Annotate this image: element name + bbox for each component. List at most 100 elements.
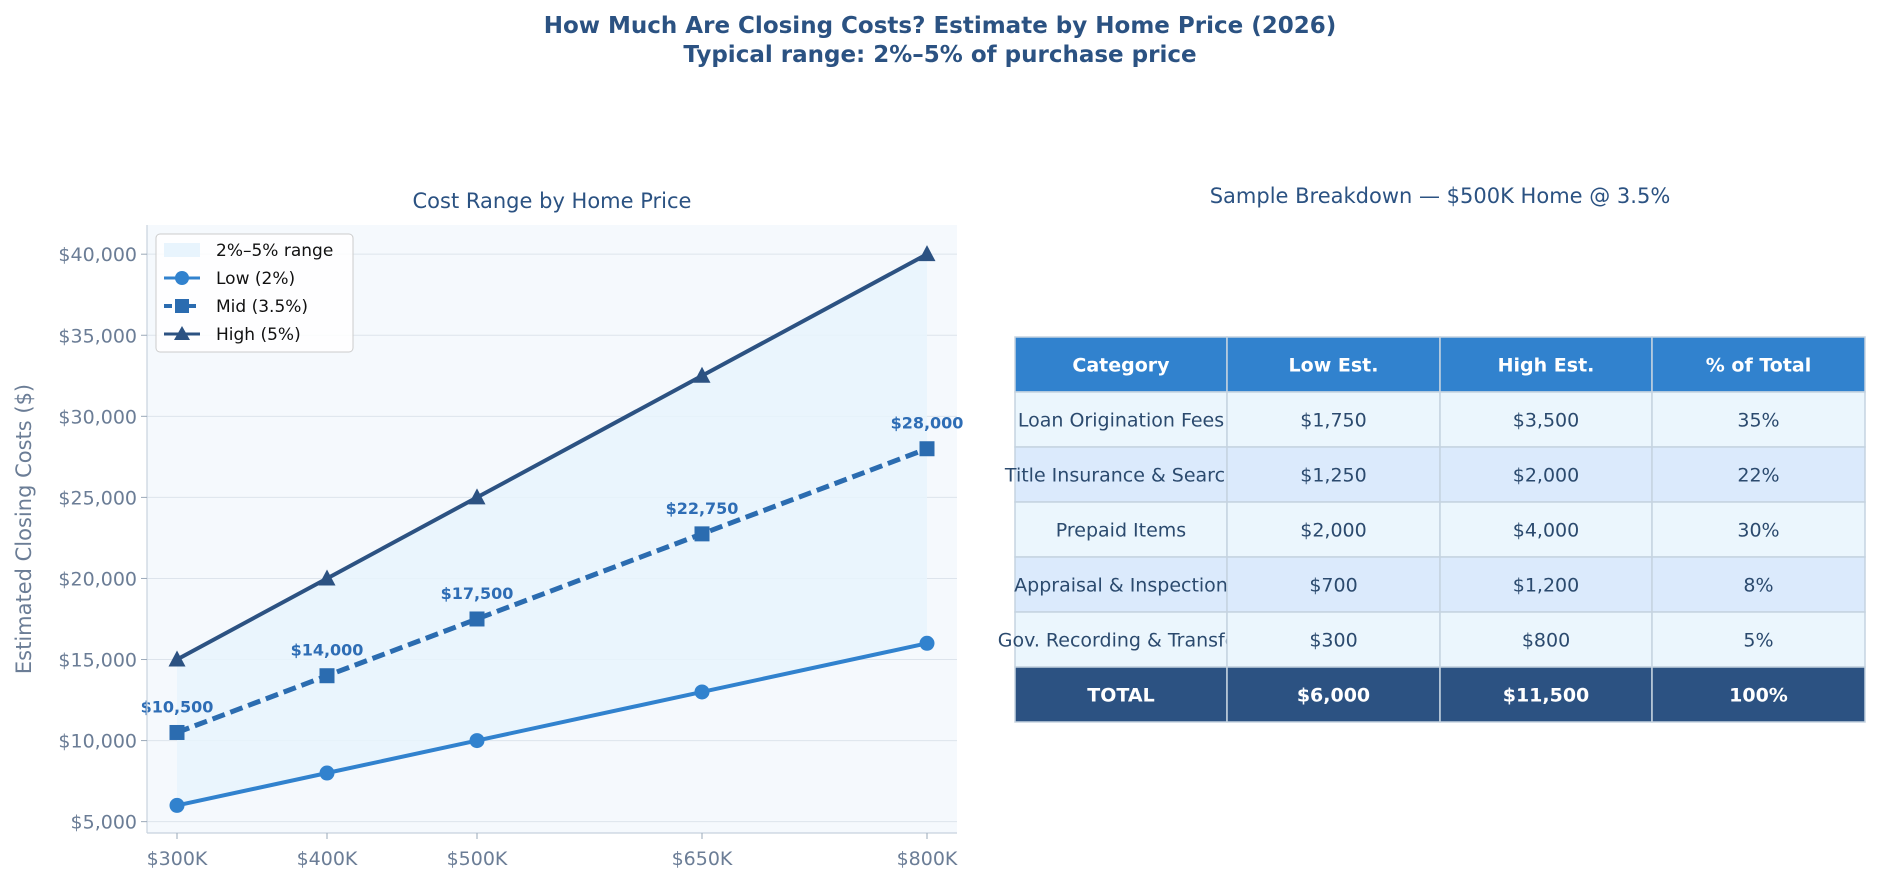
- figure-subtitle: Typical range: 2%–5% of purchase price: [683, 42, 1196, 68]
- figure-title: How Much Are Closing Costs? Estimate by …: [544, 13, 1337, 39]
- y-tick-label: $15,000: [58, 650, 137, 672]
- table-cell-text: Loan Origination Fees: [1018, 410, 1224, 432]
- table-cell-text: $2,000: [1300, 520, 1366, 542]
- x-tick-label: $300K: [147, 848, 208, 870]
- data-label: $14,000: [291, 641, 364, 660]
- legend-marker-low: [175, 271, 189, 285]
- table-header-text: Low Est.: [1289, 355, 1379, 377]
- table-cell-text: TOTAL: [1087, 685, 1154, 707]
- table-cell: [1651, 501, 1866, 558]
- legend-marker-high: [174, 326, 190, 340]
- table-cell: [1439, 611, 1653, 668]
- table-cell-text: 100%: [1729, 685, 1788, 707]
- table-cell-text: $1,200: [1513, 575, 1579, 597]
- table-cell-text: $1,750: [1300, 410, 1366, 432]
- legend-swatch-band: [164, 243, 200, 257]
- marker-low: [319, 765, 335, 781]
- marker-high: [318, 569, 336, 586]
- table-cell: [1014, 556, 1228, 613]
- table-row: Prepaid Items $2,000 $4,000 30%: [1014, 501, 1866, 558]
- y-axis-label: Estimated Closing Costs ($): [12, 384, 36, 674]
- table-cell-text: 5%: [1743, 630, 1773, 652]
- breakdown-table: Sample Breakdown — $500K Home @ 3.5% Cat…: [998, 184, 1866, 723]
- legend-label-mid: Mid (3.5%): [216, 297, 308, 317]
- table-cell: [1226, 556, 1441, 613]
- table-cell-text: Appraisal & Inspection: [1014, 575, 1228, 597]
- marker-low: [469, 733, 485, 749]
- table-cell: [1651, 391, 1866, 448]
- marker-mid: [694, 526, 710, 542]
- table-cell-text: $1,250: [1300, 465, 1366, 487]
- legend: 2%–5% range Low (2%) Mid (3.5%) High (5%…: [155, 233, 354, 353]
- x-tick-label: $500K: [447, 848, 508, 870]
- legend-label-band: 2%–5% range: [216, 241, 333, 261]
- marker-low: [694, 684, 710, 700]
- table-cell: [1014, 501, 1228, 558]
- table-row: Gov. Recording & Transfer $300 $800 5%: [998, 611, 1866, 668]
- marker-low: [169, 797, 185, 813]
- y-tick-label: $40,000: [58, 244, 137, 266]
- legend-box: [155, 233, 354, 353]
- table-cell-text: 35%: [1737, 410, 1779, 432]
- marker-high: [468, 488, 486, 505]
- legend-label-low: Low (2%): [216, 269, 295, 289]
- data-labels: $10,500 $14,000 $17,500 $22,750 $28,000: [141, 414, 964, 717]
- marker-low: [919, 635, 935, 651]
- table-cell-text: $700: [1309, 575, 1357, 597]
- marker-mid: [919, 441, 935, 457]
- table-cell: [1226, 446, 1441, 503]
- series-markers: [168, 245, 936, 813]
- table-cell: [1439, 391, 1653, 448]
- x-axis-ticks: $300K $400K $500K $650K $800K: [147, 833, 958, 870]
- table-row: Title Insurance & Search $1,250 $2,000 22%: [1004, 446, 1866, 503]
- table-cell: [1651, 446, 1866, 503]
- table-title: Sample Breakdown — $500K Home @ 3.5%: [1210, 184, 1671, 208]
- y-tick-label: $25,000: [58, 487, 137, 509]
- table-cell-text: 8%: [1743, 575, 1773, 597]
- y-axis-ticks: $5,000 $10,000 $15,000 $20,000 $25,000 $30,00…: [58, 244, 147, 834]
- table-cell: [1651, 666, 1866, 723]
- table-cell-text: $300: [1309, 630, 1357, 652]
- y-tick-label: $35,000: [58, 325, 137, 347]
- marker-mid: [319, 668, 335, 684]
- table-cell-text: $4,000: [1513, 520, 1579, 542]
- y-tick-label: $20,000: [58, 568, 137, 590]
- data-label: $22,750: [666, 499, 739, 518]
- table-row: Appraisal & Inspection $700 $1,200 8%: [1014, 556, 1866, 613]
- table-cell-text: $6,000: [1297, 685, 1370, 707]
- table-cell: [1226, 666, 1441, 723]
- x-tick-label: $800K: [897, 848, 958, 870]
- table-cell-text: Gov. Recording & Transfer: [998, 630, 1245, 652]
- series-line-mid: [176, 446, 928, 735]
- table-cell-text: $800: [1522, 630, 1570, 652]
- range-band-area: [177, 254, 927, 806]
- table-row: Loan Origination Fees $1,750 $3,500 35%: [1014, 391, 1866, 448]
- table-cell: [1226, 501, 1441, 558]
- table-header-text: % of Total: [1706, 355, 1812, 377]
- legend-marker-mid: [175, 299, 189, 313]
- marker-high: [168, 650, 186, 667]
- table-cell: [1014, 611, 1228, 668]
- marker-mid: [469, 611, 485, 627]
- table-cell-text: Title Insurance & Search: [1004, 465, 1237, 487]
- table-header-text: High Est.: [1498, 355, 1595, 377]
- marker-high: [918, 245, 936, 262]
- table-cell: [1014, 446, 1228, 503]
- table-cell: [1651, 611, 1866, 668]
- legend-label-high: High (5%): [216, 325, 301, 345]
- marker-high: [693, 366, 711, 383]
- data-label: $17,500: [441, 584, 514, 603]
- table-cell: [1226, 611, 1441, 668]
- table-cell: [1651, 556, 1866, 613]
- table-header-row: Category Low Est. High Est. % of Total: [1014, 336, 1866, 393]
- line-chart: Cost Range by Home Price $10,500$14,000$…: [12, 189, 963, 870]
- table-cell: [1651, 336, 1866, 393]
- table-cell: [1439, 556, 1653, 613]
- range-band: [177, 254, 927, 806]
- y-tick-label: $5,000: [71, 812, 137, 834]
- table-cell: [1439, 666, 1653, 723]
- data-label: $28,000: [891, 414, 964, 433]
- table-cell: [1439, 336, 1653, 393]
- table-cell-text: 30%: [1737, 520, 1779, 542]
